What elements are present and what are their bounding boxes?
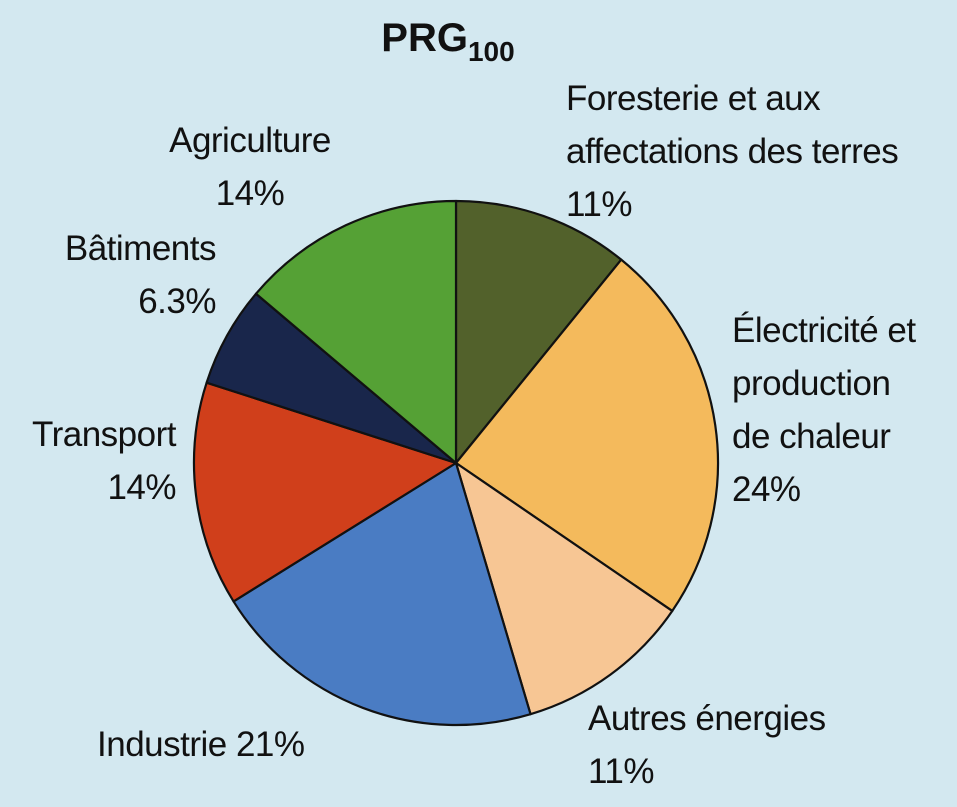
label-electricite: Électricité et production de chaleur 24% <box>732 311 916 509</box>
pie-slice-0 <box>454 199 623 465</box>
label-transport: Transport 14% <box>32 415 176 507</box>
label-foresterie: Foresterie et aux affectations des terre… <box>566 79 899 224</box>
chart-title: PRG100 <box>381 16 515 67</box>
label-agriculture: Agriculture 14% <box>169 121 331 213</box>
label-industrie: Industrie 21% <box>97 725 305 764</box>
pie-slice-2 <box>454 461 674 716</box>
pie-slice-4 <box>192 381 458 603</box>
label-autres-energies: Autres énergies 11% <box>588 699 826 791</box>
label-batiments: Bâtiments 6.3% <box>64 229 217 321</box>
pie-slice-1 <box>454 258 720 613</box>
pie-slice-6 <box>254 199 458 465</box>
pie-slice-3 <box>232 461 532 727</box>
